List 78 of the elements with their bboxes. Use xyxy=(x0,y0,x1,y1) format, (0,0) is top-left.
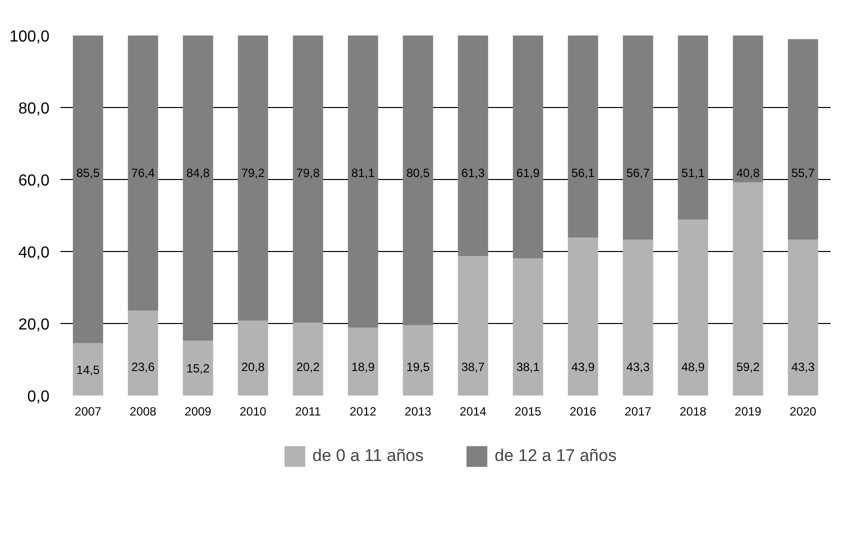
data-label: 18,9 xyxy=(351,360,376,374)
y-tick-label: 60,0 xyxy=(18,172,50,190)
x-tick-label: 2020 xyxy=(790,404,817,418)
bar xyxy=(72,343,104,396)
y-tick-label: 80,0 xyxy=(18,100,50,118)
bar xyxy=(348,36,378,328)
bar xyxy=(458,256,488,396)
data-label: 38,7 xyxy=(461,360,486,374)
data-label: 14,5 xyxy=(76,362,100,377)
bar xyxy=(732,182,764,396)
y-tick-label: 40,0 xyxy=(18,244,50,262)
bar xyxy=(622,240,654,396)
data-label: 51,1 xyxy=(681,166,706,180)
data-label: 38,1 xyxy=(516,360,540,374)
bar xyxy=(568,237,598,396)
data-label: 19,5 xyxy=(406,360,430,374)
bar xyxy=(678,36,708,220)
bar xyxy=(402,325,434,396)
bar xyxy=(512,258,544,396)
bar xyxy=(238,320,268,396)
data-label: 20,8 xyxy=(241,360,266,374)
data-label: 80,5 xyxy=(406,166,430,180)
data-label: 40,8 xyxy=(736,166,760,180)
legend-label: de 12 a 17 años xyxy=(494,446,617,466)
y-tick-label: 0,0 xyxy=(27,388,50,406)
bar xyxy=(568,36,598,238)
bar xyxy=(348,327,378,396)
data-label: 48,9 xyxy=(681,360,706,374)
data-label: 61,3 xyxy=(461,166,486,180)
data-label: 43,3 xyxy=(626,360,650,374)
bar xyxy=(72,36,104,344)
data-label: 56,1 xyxy=(571,166,596,180)
bar xyxy=(128,310,158,396)
x-tick-label: 2012 xyxy=(350,404,377,418)
bar xyxy=(458,36,488,256)
data-label: 43,9 xyxy=(571,360,596,374)
x-tick-label: 2018 xyxy=(680,404,707,418)
x-tick-label: 2017 xyxy=(624,404,652,418)
bar xyxy=(292,36,324,323)
data-label: 43,3 xyxy=(791,360,816,374)
data-label: 59,2 xyxy=(736,360,760,374)
data-label: 79,2 xyxy=(241,166,266,180)
data-label: 61,9 xyxy=(516,166,540,180)
x-tick-label: 2007 xyxy=(74,404,102,418)
bar xyxy=(402,36,434,326)
x-tick-label: 2008 xyxy=(130,404,157,418)
data-label: 84,8 xyxy=(186,166,210,180)
data-label: 85,5 xyxy=(76,166,100,180)
data-label: 79,8 xyxy=(296,166,320,180)
data-label: 56,7 xyxy=(626,166,650,180)
bar xyxy=(128,36,158,311)
x-tick-label: 2010 xyxy=(240,404,267,418)
x-tick-label: 2016 xyxy=(570,404,597,418)
bar xyxy=(622,36,654,240)
x-tick-label: 2011 xyxy=(295,404,322,418)
data-label: 76,4 xyxy=(131,166,156,180)
bar xyxy=(678,219,708,396)
data-label: 20,2 xyxy=(296,360,320,374)
bar xyxy=(732,36,764,182)
bar xyxy=(292,322,324,396)
data-label: 81,1 xyxy=(351,166,376,180)
bar xyxy=(238,36,268,321)
data-label: 23,6 xyxy=(131,360,156,374)
x-tick-label: 2013 xyxy=(404,404,432,418)
x-tick-label: 2014 xyxy=(460,404,487,418)
bar xyxy=(182,340,214,396)
x-tick-label: 2015 xyxy=(514,404,542,418)
bar xyxy=(788,240,818,396)
y-tick-label: 100,0 xyxy=(9,28,50,46)
bar xyxy=(182,36,214,341)
data-label: 15,2 xyxy=(186,362,210,376)
bar xyxy=(512,36,544,258)
x-tick-label: 2019 xyxy=(734,404,762,418)
x-tick-label: 2009 xyxy=(184,404,212,418)
bar xyxy=(788,39,818,240)
data-label: 55,7 xyxy=(791,166,816,180)
legend-label: de 0 a 11 años xyxy=(312,446,424,466)
y-tick-label: 20,0 xyxy=(18,316,50,334)
